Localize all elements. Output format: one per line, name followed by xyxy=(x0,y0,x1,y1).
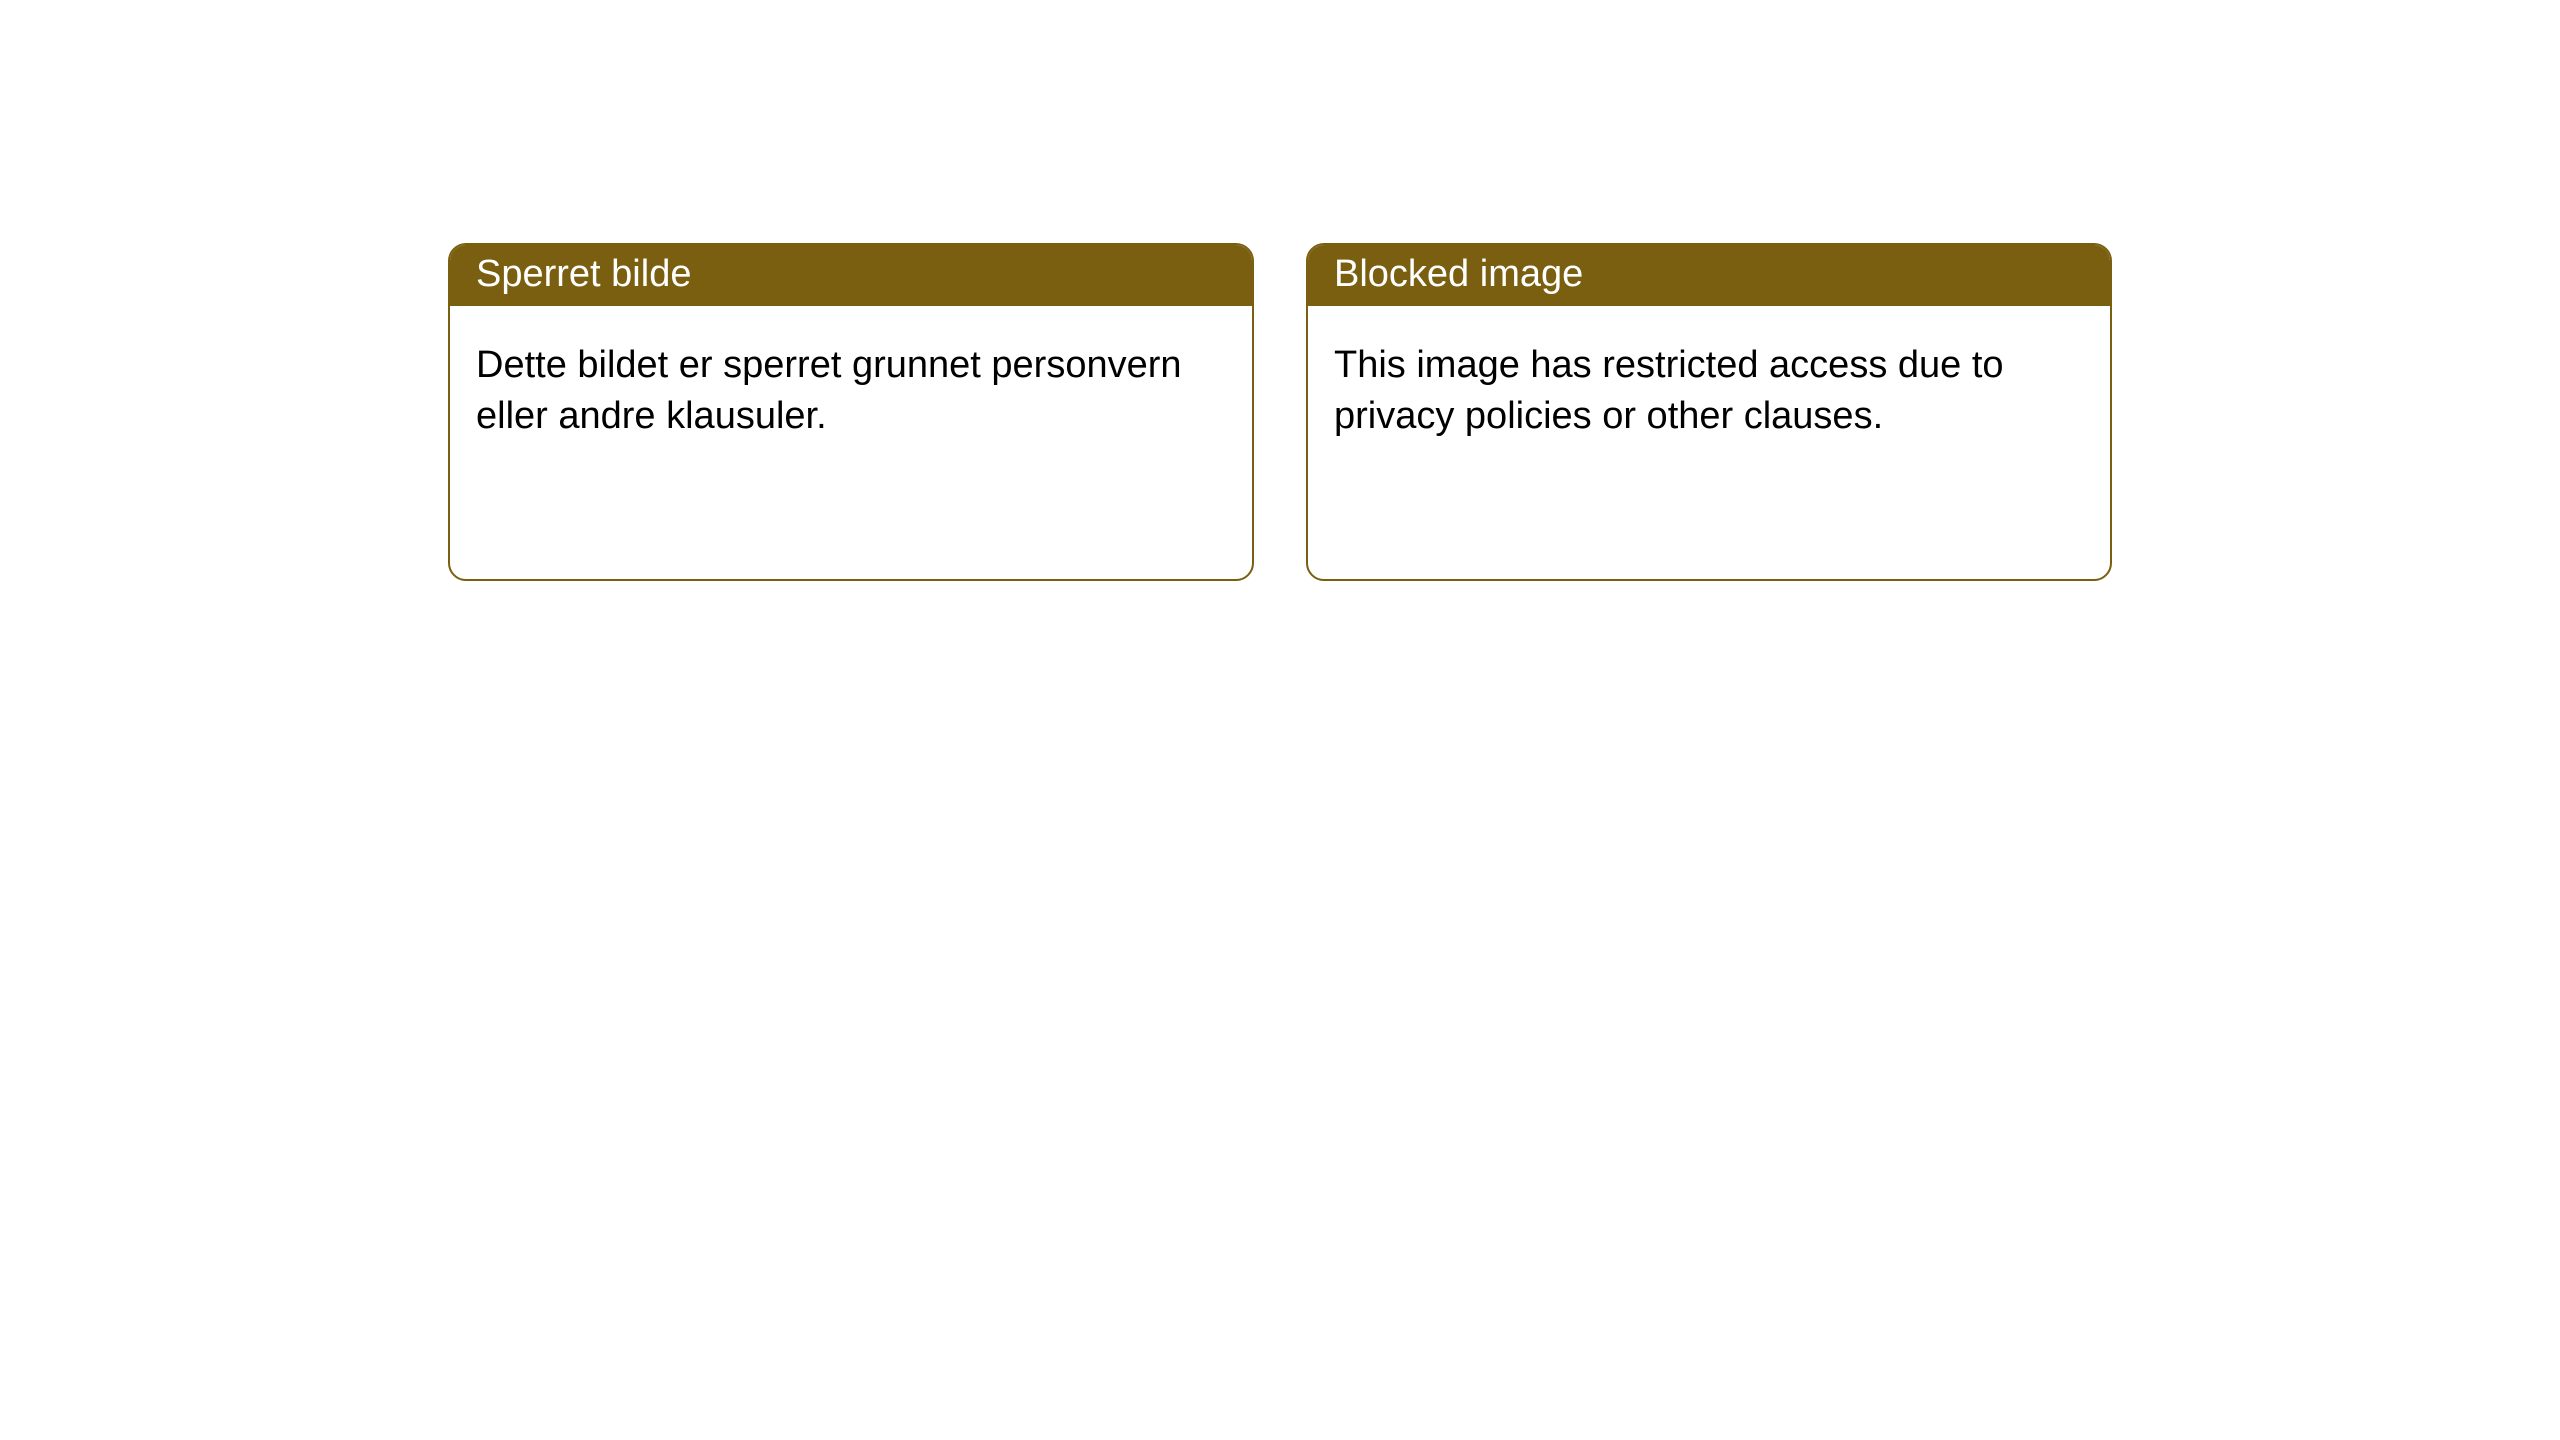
blocked-image-card-no: Sperret bilde Dette bildet er sperret gr… xyxy=(448,243,1254,581)
card-body: This image has restricted access due to … xyxy=(1308,306,2110,469)
card-header: Sperret bilde xyxy=(450,245,1252,306)
card-header: Blocked image xyxy=(1308,245,2110,306)
card-body-text: Dette bildet er sperret grunnet personve… xyxy=(476,344,1182,437)
card-body-text: This image has restricted access due to … xyxy=(1334,344,2004,437)
card-title: Sperret bilde xyxy=(476,253,691,295)
card-body: Dette bildet er sperret grunnet personve… xyxy=(450,306,1252,469)
card-title: Blocked image xyxy=(1334,253,1583,295)
blocked-image-card-en: Blocked image This image has restricted … xyxy=(1306,243,2112,581)
card-container: Sperret bilde Dette bildet er sperret gr… xyxy=(0,0,2560,581)
